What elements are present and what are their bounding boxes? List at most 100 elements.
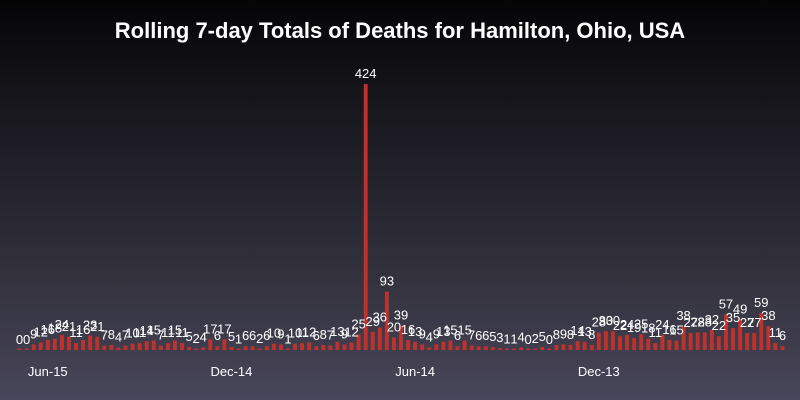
bar <box>653 343 658 350</box>
data-label: 32 <box>705 312 719 327</box>
bar <box>264 346 269 350</box>
bar <box>307 342 312 350</box>
data-label: 13 <box>408 324 422 339</box>
bar <box>674 340 679 350</box>
data-label: 9 <box>341 326 348 341</box>
data-label: 2 <box>256 331 263 346</box>
data-label: 14 <box>139 323 153 338</box>
data-label: 8 <box>320 327 327 342</box>
data-label: 1 <box>503 331 510 346</box>
bar <box>250 346 255 350</box>
bar <box>639 334 644 350</box>
bar <box>31 344 36 350</box>
data-label: 30 <box>599 313 613 328</box>
bar <box>293 343 297 350</box>
data-label: 6 <box>242 328 249 343</box>
bar <box>187 346 192 350</box>
data-label: 15 <box>457 323 471 338</box>
data-label: 1 <box>510 331 517 346</box>
bar <box>625 334 629 350</box>
bar <box>243 346 248 350</box>
data-label: 38 <box>676 308 690 323</box>
data-label: 24 <box>620 317 634 332</box>
data-label: 21 <box>90 319 104 334</box>
bar <box>17 348 22 350</box>
bar <box>300 343 305 350</box>
data-label: 2 <box>532 331 539 346</box>
data-label: 16 <box>76 322 90 337</box>
data-label: 38 <box>761 308 775 323</box>
bar <box>109 344 114 350</box>
bar <box>519 347 524 350</box>
bar <box>759 312 764 350</box>
bar <box>116 347 121 350</box>
bar <box>222 339 227 350</box>
data-label: 9 <box>433 326 440 341</box>
bar <box>123 345 128 350</box>
data-label: 23 <box>83 318 97 333</box>
data-label: 8 <box>567 327 574 342</box>
data-label: 424 <box>355 66 377 81</box>
data-label: 0 <box>525 332 532 347</box>
bar <box>540 346 545 350</box>
data-label: 13 <box>330 324 344 339</box>
data-label: 5 <box>185 329 192 344</box>
data-label: 0 <box>546 332 553 347</box>
bar <box>469 345 474 350</box>
data-label: 12 <box>344 324 358 339</box>
data-label: 6 <box>214 328 221 343</box>
bar <box>434 344 439 350</box>
bar <box>321 344 326 350</box>
data-label: 12 <box>33 324 47 339</box>
bar <box>724 314 728 350</box>
bar <box>610 331 615 350</box>
data-label: 7 <box>468 328 475 343</box>
bar <box>505 348 509 350</box>
chart-title: Rolling 7-day Totals of Deaths for Hamil… <box>114 18 686 43</box>
bar <box>547 348 552 350</box>
bar <box>158 345 163 350</box>
data-label: 9 <box>30 326 37 341</box>
bar <box>342 344 347 350</box>
data-label: 20 <box>387 319 401 334</box>
data-label: 0 <box>23 332 30 347</box>
bar <box>377 327 382 350</box>
data-label: 6 <box>482 328 489 343</box>
data-label: 21 <box>62 319 76 334</box>
data-label: 28 <box>690 314 704 329</box>
bar <box>88 335 93 350</box>
bar <box>194 348 199 350</box>
data-label: 6 <box>263 328 270 343</box>
data-label: 27 <box>747 315 761 330</box>
bar <box>575 341 580 350</box>
data-label: 22 <box>712 318 726 333</box>
data-label: 19 <box>627 320 641 335</box>
bar <box>589 344 594 350</box>
x-tick-label: Dec-13 <box>578 364 620 379</box>
bar <box>745 333 750 350</box>
bar <box>67 336 71 350</box>
data-label: 8 <box>108 327 115 342</box>
bar <box>151 340 156 350</box>
bar <box>271 343 276 350</box>
data-label: 39 <box>394 308 408 323</box>
data-label: 93 <box>380 274 394 289</box>
data-label: 5 <box>539 329 546 344</box>
x-tick-label: Dec-14 <box>210 364 252 379</box>
data-label: 13 <box>436 324 450 339</box>
bar <box>201 347 206 350</box>
data-label: 17 <box>217 321 231 336</box>
bar <box>74 343 78 350</box>
bar <box>95 336 100 350</box>
data-label: 7 <box>327 328 334 343</box>
bar <box>45 339 50 350</box>
bar <box>130 343 135 350</box>
bar <box>526 348 531 350</box>
data-label: 6 <box>454 328 461 343</box>
data-label: 1 <box>235 331 242 346</box>
x-axis: Jun-15 Dec-14 Jun-14 Dec-13 <box>28 364 620 379</box>
data-label: 9 <box>560 326 567 341</box>
data-label: 6 <box>313 328 320 343</box>
bar <box>81 339 86 350</box>
